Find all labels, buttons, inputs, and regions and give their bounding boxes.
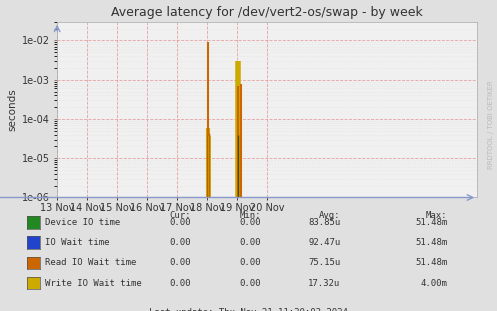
Text: Cur:: Cur: [170,211,191,220]
Title: Average latency for /dev/vert2-os/swap - by week: Average latency for /dev/vert2-os/swap -… [111,6,423,19]
Text: Device IO time: Device IO time [45,218,120,227]
Text: RRDTOOL / TOBI OETIKER: RRDTOOL / TOBI OETIKER [488,80,494,169]
Text: 0.00: 0.00 [240,279,261,288]
Text: 0.00: 0.00 [170,279,191,288]
Text: 0.00: 0.00 [170,218,191,227]
Text: 51.48m: 51.48m [415,258,447,267]
Text: 0.00: 0.00 [170,258,191,267]
Text: Avg:: Avg: [319,211,340,220]
Text: 0.00: 0.00 [240,238,261,247]
Text: 51.48m: 51.48m [415,238,447,247]
Text: Read IO Wait time: Read IO Wait time [45,258,136,267]
Text: 0.00: 0.00 [170,238,191,247]
Text: 0.00: 0.00 [240,218,261,227]
Text: 51.48m: 51.48m [415,218,447,227]
Text: 83.85u: 83.85u [308,218,340,227]
Text: 4.00m: 4.00m [420,279,447,288]
Text: Last update: Thu Nov 21 11:30:03 2024: Last update: Thu Nov 21 11:30:03 2024 [149,308,348,311]
Text: Max:: Max: [426,211,447,220]
Text: Write IO Wait time: Write IO Wait time [45,279,142,288]
Text: Min:: Min: [240,211,261,220]
Text: 75.15u: 75.15u [308,258,340,267]
Text: 17.32u: 17.32u [308,279,340,288]
Text: 0.00: 0.00 [240,258,261,267]
Y-axis label: seconds: seconds [7,88,17,131]
Text: IO Wait time: IO Wait time [45,238,109,247]
Text: 92.47u: 92.47u [308,238,340,247]
